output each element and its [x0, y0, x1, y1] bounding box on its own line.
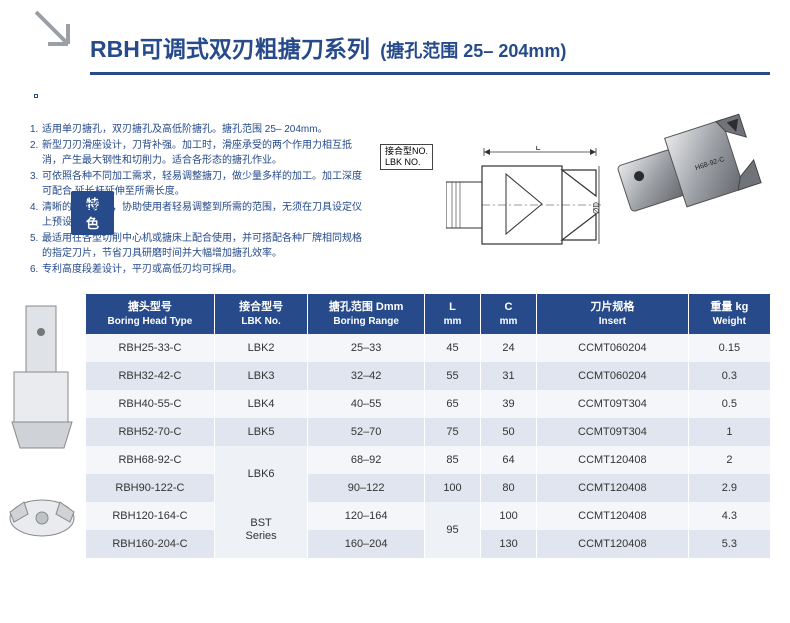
- col-header-range: 搪孔范围 DmmBoring Range: [308, 294, 425, 334]
- feature-item: 6.专利高度段差设计，平刃或高低刃均可採用。: [30, 262, 370, 278]
- col-header-type: 搪头型号Boring Head Type: [86, 294, 214, 334]
- decorative-arrow-icon: [28, 6, 78, 56]
- dim-L-label: L: [535, 146, 540, 152]
- table-row: RBH120-164-C BST Series 120–164 95 100 C…: [86, 502, 770, 530]
- cell-l95: 95: [424, 502, 480, 558]
- side-illustration-head: [4, 488, 80, 548]
- cell-lbk6: LBK6: [214, 446, 307, 502]
- feature-item: 2.新型刀刃滑座设计，刀背补强。加工时，滑座承受的两个作用力相互抵消，产生最大钢…: [30, 138, 370, 169]
- col-header-weight: 重量 kgWeight: [688, 294, 770, 334]
- feature-list: 1.适用单刃搪孔，双刃搪孔及高低阶搪孔。搪孔范围 25– 204mm。 2.新型…: [30, 122, 370, 277]
- table-row: RBH52-70-C LBK5 52–70 75 50 CCMT09T304 1: [86, 418, 770, 446]
- cell-bst: BST Series: [214, 502, 307, 558]
- page-subtitle: (搪孔范围 25– 204mm): [380, 41, 566, 61]
- col-header-l: Lmm: [424, 294, 480, 334]
- table-row: RBH90-122-C 90–122 100 80 CCMT120408 2.9: [86, 474, 770, 502]
- page-title: RBH可调式双刃粗搪刀系列: [90, 36, 370, 62]
- svg-text:ØD: ØD: [592, 202, 601, 214]
- col-header-lbk: 接合型号LBK No.: [214, 294, 307, 334]
- table-row: RBH25-33-C LBK2 25–33 45 24 CCMT060204 0…: [86, 334, 770, 362]
- col-header-insert: 刀片规格Insert: [537, 294, 689, 334]
- spec-table: 搪头型号Boring Head Type 接合型号LBK No. 搪孔范围 Dm…: [86, 294, 770, 558]
- feature-item: 3.可依照各种不同加工需求，轻易调整搪刀，做少量多样的加工。加工深度可配合 延长…: [30, 169, 370, 200]
- diagram-connector-label: 接合型NO. LBK NO.: [380, 144, 433, 170]
- spec-table-body: RBH25-33-C LBK2 25–33 45 24 CCMT060204 0…: [86, 334, 770, 558]
- title-bar: RBH可调式双刃粗搪刀系列 (搪孔范围 25– 204mm): [90, 30, 770, 75]
- table-row: RBH32-42-C LBK3 32–42 55 31 CCMT060204 0…: [86, 362, 770, 390]
- diagram-drawing-icon: L ØC ØD: [446, 146, 601, 276]
- side-illustration-tool: [4, 302, 80, 452]
- feature-badge-border: 特 色: [34, 94, 38, 98]
- feature-item: 5.最适用在各型切削中心机或搪床上配合使用，并可搭配各种厂牌相同规格的指定刀片，…: [30, 231, 370, 262]
- table-row: RBH68-92-C LBK6 68–92 85 64 CCMT120408 2: [86, 446, 770, 474]
- technical-diagram: 接合型NO. LBK NO. L ØC ØD: [380, 118, 600, 278]
- spec-table-container: 搪头型号Boring Head Type 接合型号LBK No. 搪孔范围 Dm…: [86, 294, 770, 558]
- spec-table-header: 搪头型号Boring Head Type 接合型号LBK No. 搪孔范围 Dm…: [86, 294, 770, 334]
- table-row: RBH40-55-C LBK4 40–55 65 39 CCMT09T304 0…: [86, 390, 770, 418]
- feature-item: 4.清晰的侧边刻度，协助使用者轻易调整到所需的范围，无须在刀具设定仪上预设。: [30, 200, 370, 231]
- feature-item: 1.适用单刃搪孔，双刃搪孔及高低阶搪孔。搪孔范围 25– 204mm。: [30, 122, 370, 138]
- col-header-c: Cmm: [481, 294, 537, 334]
- product-photo: H68-92-C: [604, 92, 764, 252]
